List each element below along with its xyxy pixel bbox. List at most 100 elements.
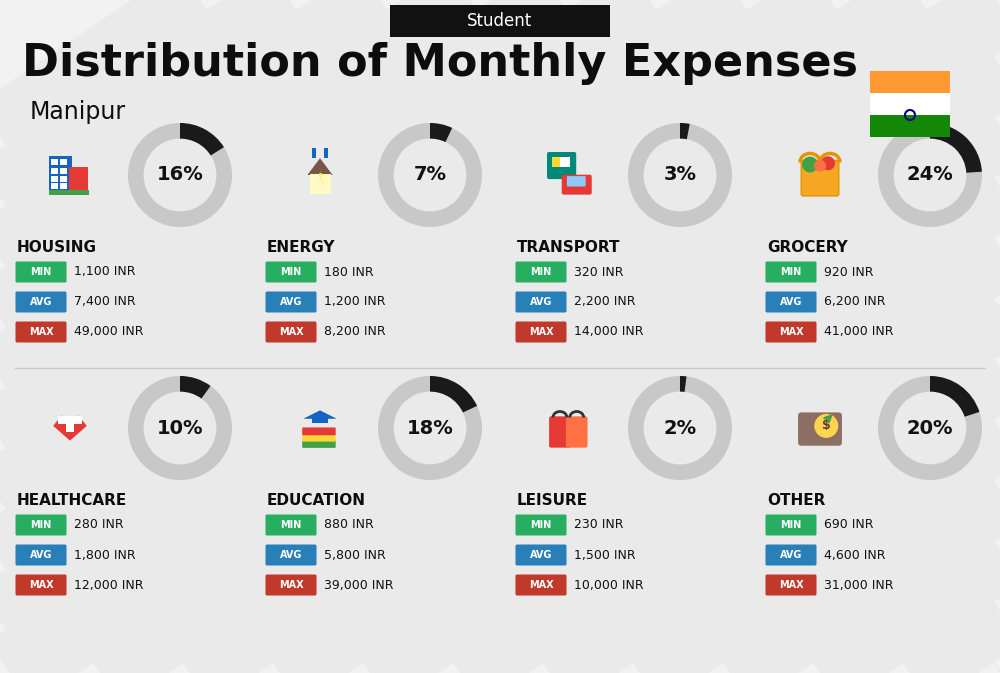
Text: AVG: AVG (30, 297, 52, 307)
Text: 16%: 16% (157, 166, 203, 184)
FancyBboxPatch shape (302, 433, 336, 441)
Text: GROCERY: GROCERY (767, 240, 848, 255)
Text: OTHER: OTHER (767, 493, 825, 508)
Bar (51, 176, 58, 182)
Text: 18%: 18% (407, 419, 453, 437)
Wedge shape (878, 123, 982, 227)
Text: 1,800 INR: 1,800 INR (74, 548, 136, 561)
FancyBboxPatch shape (302, 427, 336, 435)
Text: AVG: AVG (780, 550, 802, 560)
Text: HOUSING: HOUSING (17, 240, 97, 255)
Bar (870, 93, 950, 115)
Text: 1,500 INR: 1,500 INR (574, 548, 636, 561)
Text: 24%: 24% (907, 166, 953, 184)
Bar (324, 148, 328, 158)
Text: 4,600 INR: 4,600 INR (824, 548, 886, 561)
Text: TRANSPORT: TRANSPORT (517, 240, 620, 255)
Text: 6,200 INR: 6,200 INR (824, 295, 886, 308)
Bar (560, 157, 570, 167)
Bar (60, 168, 67, 174)
FancyBboxPatch shape (16, 291, 66, 312)
FancyBboxPatch shape (798, 413, 842, 446)
Text: MAX: MAX (779, 327, 803, 337)
Text: 920 INR: 920 INR (824, 266, 874, 279)
Circle shape (814, 414, 838, 438)
FancyBboxPatch shape (266, 544, 316, 565)
FancyBboxPatch shape (16, 262, 66, 283)
Text: 180 INR: 180 INR (324, 266, 374, 279)
Bar (51, 182, 58, 188)
Text: AVG: AVG (530, 297, 552, 307)
Wedge shape (378, 123, 482, 227)
Text: 1,100 INR: 1,100 INR (74, 266, 136, 279)
Text: Manipur: Manipur (30, 100, 126, 124)
Text: MIN: MIN (280, 520, 302, 530)
FancyBboxPatch shape (16, 544, 66, 565)
Text: MIN: MIN (30, 520, 52, 530)
Text: MAX: MAX (29, 327, 53, 337)
FancyBboxPatch shape (266, 262, 316, 283)
Wedge shape (180, 376, 211, 398)
Text: 49,000 INR: 49,000 INR (74, 326, 144, 339)
FancyBboxPatch shape (766, 514, 816, 536)
FancyBboxPatch shape (516, 514, 566, 536)
FancyBboxPatch shape (16, 514, 66, 536)
Text: MAX: MAX (779, 580, 803, 590)
Text: EDUCATION: EDUCATION (267, 493, 366, 508)
Text: MAX: MAX (529, 580, 553, 590)
Text: 2,200 INR: 2,200 INR (574, 295, 636, 308)
Text: 10%: 10% (157, 419, 203, 437)
Polygon shape (303, 411, 337, 419)
FancyBboxPatch shape (516, 322, 566, 343)
Text: 20%: 20% (907, 419, 953, 437)
Circle shape (814, 160, 826, 172)
Wedge shape (628, 376, 732, 480)
Text: 230 INR: 230 INR (574, 518, 624, 532)
Bar (552, 157, 562, 167)
Bar (60, 160, 67, 166)
Bar (69, 167, 88, 194)
Text: 880 INR: 880 INR (324, 518, 374, 532)
Text: 280 INR: 280 INR (74, 518, 124, 532)
FancyBboxPatch shape (567, 176, 586, 186)
FancyBboxPatch shape (766, 291, 816, 312)
Text: 2%: 2% (663, 419, 697, 437)
Text: 1,200 INR: 1,200 INR (324, 295, 386, 308)
Wedge shape (930, 123, 982, 173)
Bar (49, 190, 89, 194)
Bar (49, 156, 72, 194)
Bar (870, 115, 950, 137)
FancyBboxPatch shape (766, 575, 816, 596)
Polygon shape (53, 415, 87, 441)
Wedge shape (680, 123, 690, 139)
Text: 14,000 INR: 14,000 INR (574, 326, 644, 339)
Bar (51, 168, 58, 174)
Wedge shape (430, 376, 477, 413)
FancyBboxPatch shape (547, 152, 576, 179)
FancyBboxPatch shape (766, 262, 816, 283)
FancyBboxPatch shape (16, 322, 66, 343)
FancyBboxPatch shape (16, 575, 66, 596)
Text: 7,400 INR: 7,400 INR (74, 295, 136, 308)
Text: $: $ (822, 419, 831, 432)
Text: AVG: AVG (280, 550, 302, 560)
Wedge shape (878, 376, 982, 480)
FancyBboxPatch shape (266, 514, 316, 536)
Wedge shape (128, 123, 232, 227)
FancyBboxPatch shape (562, 175, 592, 194)
Text: 12,000 INR: 12,000 INR (74, 579, 144, 592)
Text: 8,200 INR: 8,200 INR (324, 326, 386, 339)
Wedge shape (180, 123, 224, 155)
FancyBboxPatch shape (549, 417, 571, 448)
Wedge shape (680, 376, 687, 392)
Wedge shape (930, 376, 979, 417)
Polygon shape (316, 162, 325, 188)
Wedge shape (378, 376, 482, 480)
Text: HEALTHCARE: HEALTHCARE (17, 493, 127, 508)
Text: MIN: MIN (530, 520, 552, 530)
FancyBboxPatch shape (801, 160, 839, 196)
FancyBboxPatch shape (516, 544, 566, 565)
Text: AVG: AVG (30, 550, 52, 560)
Text: Student: Student (467, 12, 533, 30)
Wedge shape (628, 123, 732, 227)
